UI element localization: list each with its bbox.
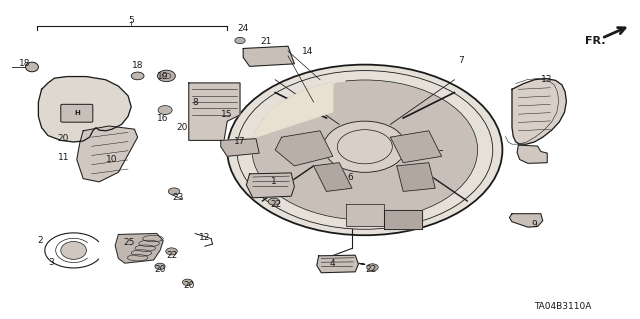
- Text: 25: 25: [124, 238, 135, 247]
- Ellipse shape: [323, 121, 406, 172]
- Ellipse shape: [166, 248, 177, 255]
- Text: 22: 22: [271, 200, 282, 209]
- Text: 14: 14: [301, 47, 313, 56]
- Polygon shape: [115, 234, 163, 263]
- Text: 1: 1: [271, 177, 276, 186]
- Polygon shape: [38, 77, 131, 142]
- Polygon shape: [509, 214, 543, 227]
- Ellipse shape: [235, 37, 245, 44]
- Text: 15: 15: [221, 110, 233, 119]
- Text: 8: 8: [193, 98, 198, 107]
- Polygon shape: [512, 78, 566, 144]
- Ellipse shape: [182, 279, 193, 286]
- Polygon shape: [275, 131, 333, 166]
- Text: 22: 22: [166, 251, 177, 260]
- Text: 24: 24: [237, 24, 249, 33]
- Text: 2: 2: [37, 236, 42, 245]
- Text: 6: 6: [348, 173, 353, 182]
- Polygon shape: [246, 173, 294, 198]
- Ellipse shape: [26, 62, 38, 72]
- Text: 18: 18: [132, 61, 143, 70]
- Ellipse shape: [131, 72, 144, 80]
- Text: 23: 23: [172, 193, 184, 202]
- Ellipse shape: [61, 241, 86, 259]
- Ellipse shape: [168, 188, 180, 195]
- Text: 10: 10: [106, 155, 118, 164]
- Ellipse shape: [268, 198, 280, 205]
- Text: 9: 9: [532, 220, 537, 229]
- Text: 21: 21: [260, 37, 271, 46]
- Ellipse shape: [367, 264, 378, 271]
- Text: 7: 7: [458, 56, 463, 65]
- Text: 20: 20: [57, 134, 68, 143]
- Ellipse shape: [157, 70, 175, 82]
- Text: 20: 20: [177, 123, 188, 132]
- Polygon shape: [346, 204, 384, 226]
- Polygon shape: [517, 145, 547, 163]
- Ellipse shape: [155, 263, 165, 270]
- Polygon shape: [397, 163, 435, 191]
- Text: H: H: [74, 110, 79, 116]
- FancyBboxPatch shape: [61, 104, 93, 122]
- Text: 20: 20: [154, 265, 166, 274]
- Text: 3: 3: [49, 258, 54, 267]
- Ellipse shape: [158, 106, 172, 115]
- Text: FR.: FR.: [585, 36, 605, 47]
- Text: TA04B3110A: TA04B3110A: [534, 302, 592, 311]
- Text: 17: 17: [234, 137, 246, 146]
- Polygon shape: [317, 255, 358, 273]
- Ellipse shape: [227, 65, 502, 235]
- Polygon shape: [253, 81, 345, 138]
- Text: 13: 13: [541, 75, 553, 84]
- Polygon shape: [314, 163, 352, 191]
- Text: 18: 18: [19, 59, 30, 68]
- Polygon shape: [384, 210, 422, 229]
- Polygon shape: [189, 83, 240, 140]
- Polygon shape: [221, 139, 259, 156]
- Text: 11: 11: [58, 153, 70, 162]
- Ellipse shape: [252, 80, 477, 220]
- Text: 16: 16: [157, 114, 169, 122]
- Polygon shape: [243, 46, 294, 66]
- Polygon shape: [77, 126, 138, 182]
- Text: 12: 12: [199, 233, 211, 242]
- Polygon shape: [390, 131, 442, 163]
- Text: 19: 19: [157, 72, 169, 81]
- Text: 4: 4: [330, 259, 335, 268]
- Text: 5: 5: [129, 16, 134, 25]
- Text: 22: 22: [365, 265, 377, 274]
- Text: 20: 20: [183, 281, 195, 290]
